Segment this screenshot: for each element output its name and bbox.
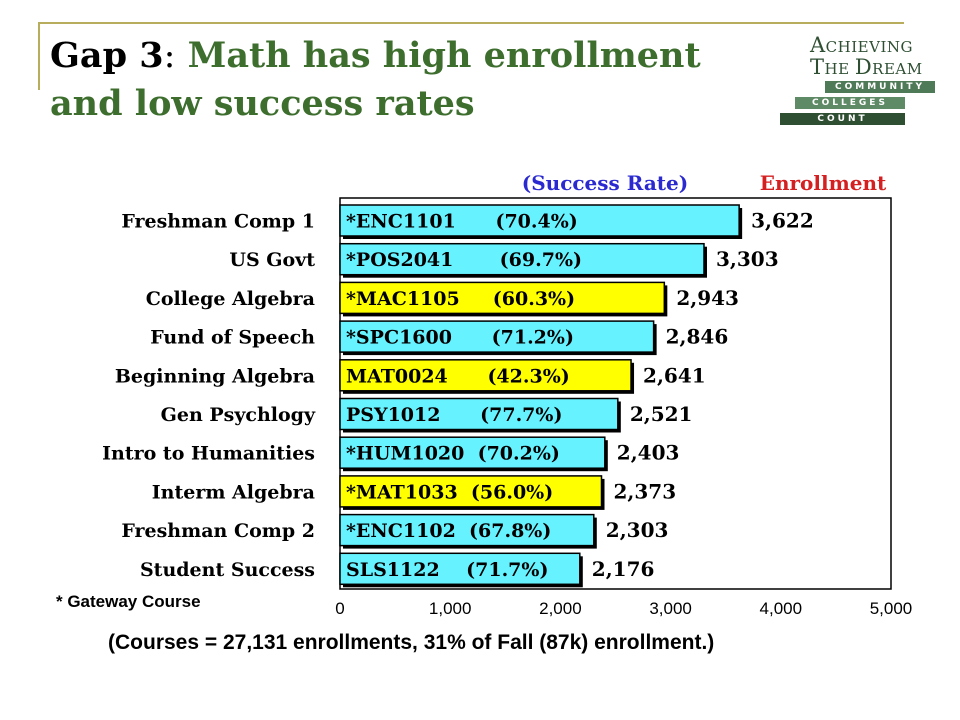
header-success-rate: (Success Rate) xyxy=(522,171,688,195)
title-gap: Gap 3 xyxy=(50,35,164,76)
x-tick-label: 4,000 xyxy=(760,599,803,618)
category-label: Freshman Comp 2 xyxy=(121,520,315,542)
bar xyxy=(339,552,581,586)
bar-label: PSY1012 (77.7%) xyxy=(346,404,562,426)
x-tick-label: 3,000 xyxy=(649,599,692,618)
value-label: 2,521 xyxy=(630,402,693,426)
bar xyxy=(339,513,595,547)
category-label: Student Success xyxy=(140,559,315,581)
bar xyxy=(339,475,603,508)
title-line-2: and low success rates xyxy=(50,83,475,124)
category-label: Gen Psychlogy xyxy=(161,404,316,426)
bar xyxy=(339,242,705,276)
x-tick-label: 2,000 xyxy=(539,599,582,618)
bar-label: MAT0024 (42.3%) xyxy=(346,365,570,387)
bar xyxy=(339,281,666,315)
bar xyxy=(339,359,632,392)
plot-frame xyxy=(339,197,892,590)
value-label: 2,303 xyxy=(606,518,669,542)
value-label: 2,641 xyxy=(643,363,706,387)
value-label: 2,373 xyxy=(614,479,677,503)
value-label: 3,622 xyxy=(751,209,814,233)
bar xyxy=(339,204,740,237)
bar xyxy=(339,320,655,353)
bar-label: *ENC1101 (70.4%) xyxy=(346,211,578,233)
category-label: Freshman Comp 1 xyxy=(121,211,315,233)
category-label: Interm Algebra xyxy=(152,481,315,503)
slide-title: Gap 3: Math has high enrollment and low … xyxy=(50,32,790,128)
gateway-course-note: * Gateway Course xyxy=(56,592,201,611)
title-line-1: Math has high enrollment xyxy=(175,35,701,76)
bar-label: *HUM1020 (70.2%) xyxy=(346,443,560,465)
bar-label: SLS1122 (71.7%) xyxy=(346,559,548,581)
bar-label: *MAT1033 (56.0%) xyxy=(346,481,553,503)
x-tick-label: 1,000 xyxy=(429,599,472,618)
value-label: 2,846 xyxy=(666,325,729,349)
value-label: 3,303 xyxy=(716,247,779,271)
x-tick-label: 0 xyxy=(335,599,344,618)
header-enrollment: Enrollment xyxy=(760,171,887,195)
title-top-rule xyxy=(38,22,904,24)
bar-label: *MAC1105 (60.3%) xyxy=(346,288,575,310)
logo-bar-colleges: COLLEGES xyxy=(795,97,905,109)
category-label: US Govt xyxy=(229,249,315,271)
category-label: Fund of Speech xyxy=(150,327,315,349)
enrollment-footnote: (Courses = 27,131 enrollments, 31% of Fa… xyxy=(108,631,715,654)
achieving-the-dream-logo: ACHIEVING THE DREAM COMMUNITY COLLEGES C… xyxy=(780,30,940,130)
value-label: 2,403 xyxy=(617,441,680,465)
bar-label: *SPC1600 (71.2%) xyxy=(346,327,574,349)
category-label: Beginning Algebra xyxy=(115,365,315,387)
category-label: Intro to Humanities xyxy=(102,443,315,465)
bar-label: *ENC1102 (67.8%) xyxy=(346,520,551,542)
value-label: 2,176 xyxy=(592,557,655,581)
title-side-rule xyxy=(38,22,40,90)
bar-label: *POS2041 (69.7%) xyxy=(346,249,582,271)
logo-word-the-dream: THE DREAM xyxy=(810,55,923,79)
x-tick-label: 5,000 xyxy=(870,599,913,618)
logo-word-achieving: ACHIEVING xyxy=(810,33,913,57)
bar xyxy=(339,397,619,431)
logo-bar-community: COMMUNITY xyxy=(825,81,935,93)
logo-bar-count: COUNT xyxy=(780,113,905,125)
value-label: 2,943 xyxy=(676,286,739,310)
bar xyxy=(339,436,606,469)
title-colon: : xyxy=(163,36,176,76)
category-label: College Algebra xyxy=(146,288,315,310)
